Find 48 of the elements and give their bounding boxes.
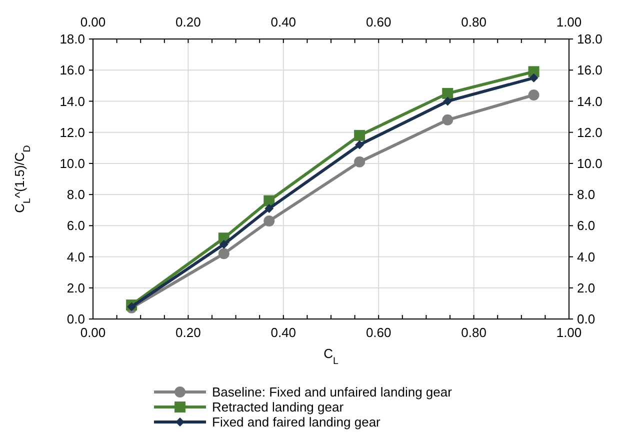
y2-tick-label: 10.0 bbox=[577, 156, 602, 171]
y2-tick-label: 12.0 bbox=[577, 124, 602, 140]
x2-tick-label: 0.60 bbox=[366, 14, 392, 30]
y-tick-label: 14.0 bbox=[60, 94, 85, 109]
y-tick-label: 4.0 bbox=[66, 249, 85, 264]
y2-tick-label: 6.0 bbox=[577, 218, 596, 234]
y2-tick-label: 14.0 bbox=[577, 94, 602, 109]
legend-label: Baseline: Fixed and unfaired landing gear bbox=[212, 384, 453, 400]
legend-label: Retracted landing gear bbox=[212, 400, 344, 415]
point bbox=[264, 204, 274, 214]
x-tick-label: 0.20 bbox=[176, 325, 201, 340]
point bbox=[264, 216, 275, 226]
x2-tick-label: 0.40 bbox=[270, 14, 296, 30]
point bbox=[442, 114, 454, 126]
y-tick-label: 12.0 bbox=[60, 124, 85, 140]
point bbox=[355, 140, 364, 150]
x2-tick-label: 0.80 bbox=[461, 14, 486, 30]
point bbox=[218, 248, 230, 260]
y2-tick-label: 18.0 bbox=[577, 32, 602, 47]
y2-tick-label: 2.0 bbox=[577, 280, 596, 296]
y-tick-label: 0.0 bbox=[66, 312, 85, 327]
y2-tick-label: 16.0 bbox=[577, 62, 602, 78]
legend-label: Fixed and faired landing gear bbox=[212, 414, 382, 430]
point bbox=[442, 88, 454, 99]
point bbox=[354, 130, 366, 141]
point bbox=[219, 240, 228, 249]
point bbox=[529, 73, 538, 82]
x-tick-label: 0.80 bbox=[461, 325, 486, 340]
y-tick-label: 8.0 bbox=[66, 187, 85, 202]
x-tick-label: 0.60 bbox=[366, 325, 392, 340]
y2-tick-label: 8.0 bbox=[577, 187, 596, 202]
point bbox=[354, 156, 366, 168]
point bbox=[528, 90, 540, 100]
y-tick-label: 2.0 bbox=[66, 280, 85, 296]
x2-tick-label: 1.00 bbox=[556, 14, 582, 30]
x2-tick-label: 0.00 bbox=[80, 14, 106, 30]
y-tick-label: 18.0 bbox=[60, 32, 85, 47]
x-tick-label: 0.00 bbox=[80, 325, 106, 340]
point bbox=[443, 96, 452, 106]
y2-tick-label: 4.0 bbox=[577, 249, 596, 264]
x2-tick-label: 0.20 bbox=[176, 14, 201, 30]
y-tick-label: 16.0 bbox=[60, 62, 85, 78]
y2-tick-label: 0.0 bbox=[577, 312, 596, 327]
x-axis-title: C$_{L}$ bbox=[324, 346, 339, 366]
x-tick-label: 1.00 bbox=[556, 325, 582, 340]
x-tick-label: 0.40 bbox=[270, 325, 296, 340]
y-tick-label: 6.0 bbox=[66, 218, 85, 234]
y-tick-label: 10.0 bbox=[60, 156, 85, 171]
